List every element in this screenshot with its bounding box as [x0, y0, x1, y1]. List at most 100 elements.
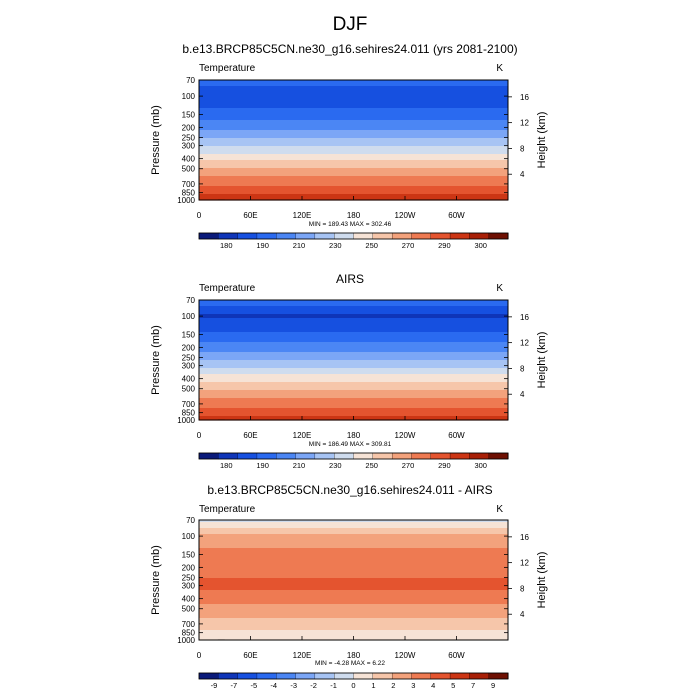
y-tick-label: 100 — [182, 532, 196, 541]
x-tick-label: 120W — [395, 211, 416, 220]
y-tick-label: 200 — [182, 563, 196, 572]
colorbar-swatch — [314, 672, 335, 680]
y-axis-title-right: Height (km) — [536, 332, 548, 389]
heatmap-field — [199, 80, 508, 201]
y-tick-label: 250 — [182, 133, 196, 142]
heatmap-band — [199, 406, 508, 409]
panel-title: AIRS — [336, 272, 364, 286]
minmax-label: MIN = 186.49 MAX = 309.81 — [309, 441, 392, 448]
x-tick-label: 60E — [243, 431, 257, 440]
colorbar-frame — [198, 232, 509, 240]
colorbar-swatch — [430, 232, 451, 240]
y-tick-label: 500 — [182, 605, 196, 614]
y-tick-label: 300 — [182, 142, 196, 151]
heatmap-band — [199, 166, 508, 169]
y-tick-label: 500 — [182, 165, 196, 174]
heatmap-band — [199, 378, 508, 381]
colorbar-label: 230 — [329, 241, 342, 250]
x-tick-label: 180 — [347, 651, 361, 660]
heatmap-band — [199, 190, 508, 193]
heatmap-band — [199, 134, 508, 137]
colorbar-swatch — [488, 452, 509, 460]
heatmap-band — [199, 146, 508, 149]
heatmap-band — [199, 348, 508, 351]
heatmap-band — [199, 128, 508, 131]
heatmap-band — [199, 354, 508, 357]
heatmap-band — [199, 188, 508, 191]
heatmap-band — [199, 150, 508, 153]
heatmap-band — [199, 570, 508, 573]
heatmap-band — [199, 172, 508, 175]
heatmap-band — [199, 606, 508, 609]
heatmap-band — [199, 540, 508, 543]
colorbar-swatch — [430, 672, 451, 680]
heatmap-band — [199, 142, 508, 145]
x-tick-label: 0 — [197, 651, 202, 660]
colorbar-label: -5 — [250, 681, 257, 690]
heatmap-band — [199, 382, 508, 385]
heatmap-band — [199, 306, 508, 309]
heatmap-band — [199, 592, 508, 595]
heatmap-band — [199, 156, 508, 159]
heatmap-band — [199, 390, 508, 393]
heatmap-band — [199, 184, 508, 187]
x-tick-label: 120E — [293, 431, 312, 440]
heatmap-band — [199, 170, 508, 173]
heatmap-band — [199, 370, 508, 373]
heatmap-band — [199, 628, 508, 631]
y-tick-label: 70 — [186, 76, 195, 85]
colorbar-swatch — [295, 232, 316, 240]
heatmap-band — [199, 612, 508, 615]
heatmap-band — [199, 632, 508, 635]
heatmap-band — [199, 528, 508, 531]
heatmap-band — [199, 194, 508, 197]
heatmap-field — [199, 520, 508, 641]
heatmap-band — [199, 336, 508, 339]
heatmap-band — [199, 526, 508, 529]
y-tick-label: 500 — [182, 385, 196, 394]
heatmap-band — [199, 350, 508, 353]
colorbar-swatch — [334, 452, 355, 460]
colorbar-label: 3 — [411, 681, 415, 690]
heatmap-band — [199, 586, 508, 589]
heatmap-band — [199, 158, 508, 161]
x-tick-label: 120W — [395, 431, 416, 440]
heatmap-band — [199, 578, 508, 581]
heatmap-band — [199, 82, 508, 85]
heatmap-band — [199, 608, 508, 611]
colorbar-swatch — [469, 452, 490, 460]
colorbar-swatch — [391, 232, 412, 240]
colorbar-swatch — [411, 232, 432, 240]
y-tick-label: 200 — [182, 123, 196, 132]
heatmap-band — [199, 318, 508, 321]
right-tick-label: 4 — [520, 170, 525, 179]
x-tick-label: 0 — [197, 211, 202, 220]
heatmap-band — [199, 116, 508, 119]
colorbar-frame — [198, 452, 509, 460]
right-tick-label: 8 — [520, 584, 525, 593]
heatmap-band — [199, 380, 508, 383]
colorbar-swatch — [353, 452, 374, 460]
colorbar-swatch — [256, 232, 277, 240]
y-axis-title-right: Height (km) — [536, 112, 548, 169]
heatmap-band — [199, 566, 508, 569]
units-label: K — [496, 63, 503, 74]
heatmap-band — [199, 352, 508, 355]
y-axis-title: Pressure (mb) — [150, 105, 162, 175]
heatmap-band — [199, 130, 508, 133]
heatmap-band — [199, 620, 508, 623]
heatmap-band — [199, 374, 508, 377]
heatmap-band — [199, 360, 508, 363]
colorbar-swatch — [391, 452, 412, 460]
colorbar-label: 0 — [351, 681, 355, 690]
colorbar-swatch — [449, 452, 470, 460]
heatmap-band — [199, 550, 508, 553]
y-tick-label: 250 — [182, 573, 196, 582]
x-tick-label: 180 — [347, 211, 361, 220]
heatmap-band — [199, 316, 508, 319]
heatmap-band — [199, 568, 508, 571]
colorbar-swatch — [314, 452, 335, 460]
colorbar-swatch — [411, 672, 432, 680]
colorbar-swatch — [488, 232, 509, 240]
